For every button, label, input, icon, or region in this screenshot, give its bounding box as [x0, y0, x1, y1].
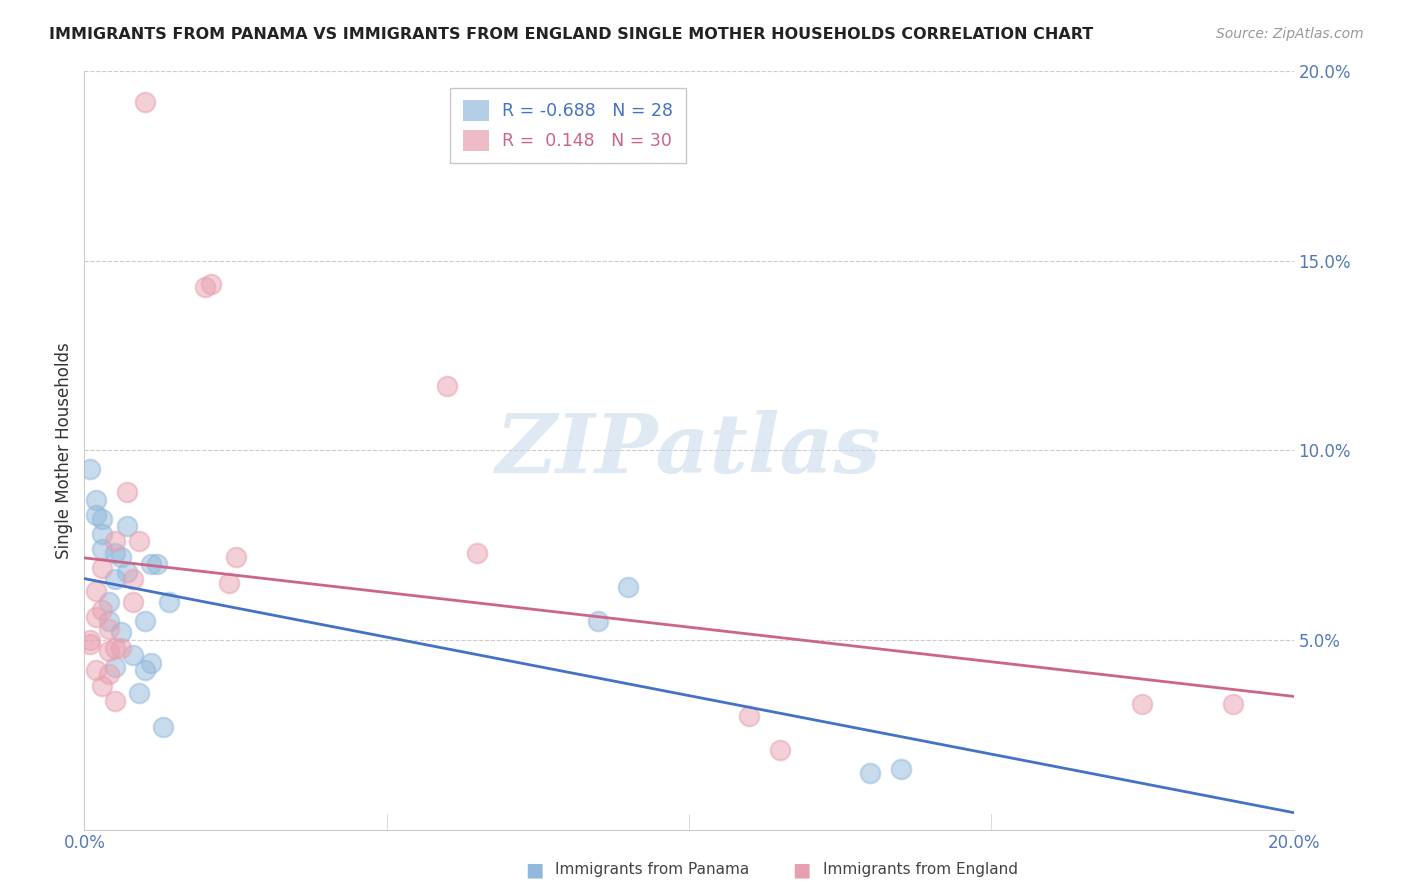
Point — [157, 595, 180, 609]
Point — [139, 656, 162, 670]
Point — [97, 644, 120, 658]
Point — [79, 637, 101, 651]
Point — [139, 557, 162, 572]
Text: Immigrants from Panama: Immigrants from Panama — [555, 863, 749, 877]
Point — [110, 549, 132, 564]
Point — [134, 95, 156, 109]
Point — [115, 519, 138, 533]
Text: IMMIGRANTS FROM PANAMA VS IMMIGRANTS FROM ENGLAND SINGLE MOTHER HOUSEHOLDS CORRE: IMMIGRANTS FROM PANAMA VS IMMIGRANTS FRO… — [49, 27, 1094, 42]
Point — [121, 573, 143, 587]
Point — [218, 576, 240, 591]
Text: ■: ■ — [792, 860, 811, 880]
Point — [91, 526, 114, 541]
Point — [86, 492, 108, 507]
Point — [97, 667, 120, 681]
Point — [86, 610, 108, 624]
Point — [79, 633, 101, 648]
Point — [97, 595, 120, 609]
Point — [769, 743, 792, 757]
Point — [134, 614, 156, 628]
Point — [115, 565, 138, 579]
Point — [104, 640, 127, 655]
Point — [134, 664, 156, 678]
Point — [225, 549, 247, 564]
Text: ■: ■ — [524, 860, 544, 880]
Point — [91, 603, 114, 617]
Point — [91, 542, 114, 557]
Point — [104, 659, 127, 673]
Text: ZIPatlas: ZIPatlas — [496, 410, 882, 491]
Point — [152, 720, 174, 734]
Point — [859, 765, 882, 780]
Text: Immigrants from England: Immigrants from England — [823, 863, 1018, 877]
Text: Source: ZipAtlas.com: Source: ZipAtlas.com — [1216, 27, 1364, 41]
Point — [738, 708, 761, 723]
Point — [79, 462, 101, 476]
Point — [104, 534, 127, 549]
Point — [1222, 698, 1244, 712]
Point — [97, 614, 120, 628]
Point — [146, 557, 169, 572]
Point — [86, 508, 108, 522]
Point — [467, 546, 489, 560]
Point — [890, 762, 912, 776]
Point — [436, 379, 458, 393]
Point — [128, 534, 150, 549]
Legend: R = -0.688   N = 28, R =  0.148   N = 30: R = -0.688 N = 28, R = 0.148 N = 30 — [450, 87, 686, 163]
Point — [194, 280, 217, 294]
Point — [617, 580, 640, 594]
Point — [200, 277, 222, 291]
Point — [86, 583, 108, 598]
Point — [110, 640, 132, 655]
Point — [91, 561, 114, 575]
Point — [121, 595, 143, 609]
Y-axis label: Single Mother Households: Single Mother Households — [55, 343, 73, 558]
Point — [121, 648, 143, 662]
Point — [91, 679, 114, 693]
Point — [104, 573, 127, 587]
Point — [115, 485, 138, 500]
Point — [86, 664, 108, 678]
Point — [104, 694, 127, 708]
Point — [97, 622, 120, 636]
Point — [128, 686, 150, 700]
Point — [110, 625, 132, 640]
Point — [1130, 698, 1153, 712]
Point — [91, 512, 114, 526]
Point — [104, 546, 127, 560]
Point — [588, 614, 610, 628]
